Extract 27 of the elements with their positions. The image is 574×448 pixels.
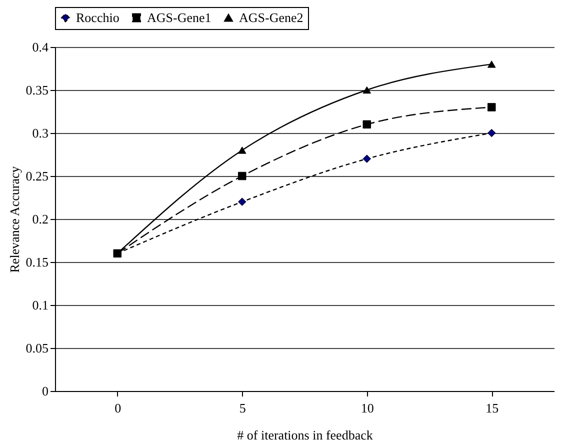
legend-label: AGS-Gene1	[147, 10, 212, 25]
legend-label: AGS-Gene2	[239, 10, 304, 25]
point	[362, 120, 371, 129]
point	[488, 60, 496, 68]
point	[362, 154, 371, 163]
y-tick-label: 0.25	[26, 168, 48, 184]
y-tick-label: 0.35	[26, 82, 48, 98]
point	[238, 172, 246, 180]
y-tick-label: 0.05	[26, 340, 48, 356]
y-tick-label: 0	[42, 384, 48, 398]
x-tick-label: 0	[114, 400, 122, 416]
point	[488, 103, 496, 112]
point	[238, 146, 246, 154]
y-axis-title: Relevance Accuracy	[6, 166, 22, 273]
point	[362, 86, 371, 94]
y-tick-label: 0.15	[26, 254, 48, 270]
y-tick-label: 0.2	[32, 212, 48, 226]
legend-label: Rocchio	[76, 10, 120, 25]
point	[488, 128, 496, 138]
y-tick-label: 0.1	[32, 298, 48, 312]
x-tick-label: 5	[239, 400, 246, 416]
y-tick-label: 0.4	[32, 40, 49, 54]
y-tick-label: 0.3	[32, 126, 48, 140]
point	[238, 198, 246, 206]
x-axis-title: # of iterations in feedback	[237, 428, 374, 442]
x-tick-label: 10	[360, 400, 374, 416]
x-tick-label: 15	[486, 400, 499, 416]
